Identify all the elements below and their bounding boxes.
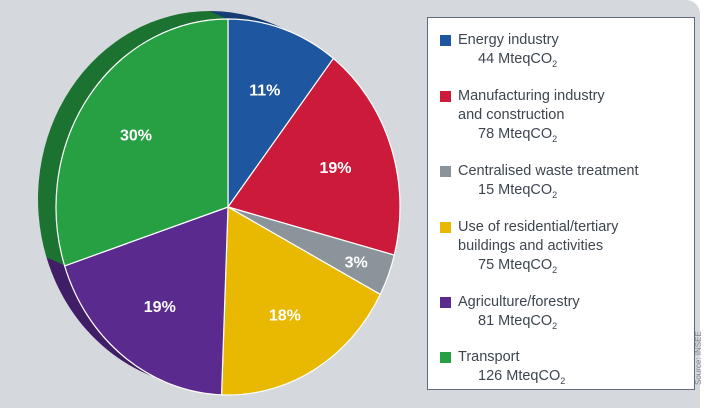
legend-value: 15 MteqCO2 (478, 181, 558, 200)
legend: Energy industry 44 MteqCO2 Manufacturing i… (427, 17, 695, 390)
legend-value: 44 MteqCO2 (478, 51, 558, 69)
pie-slice-1 (227, 18, 335, 209)
legend-label: Agriculture/forestry (458, 293, 580, 310)
legend-swatch (440, 35, 451, 46)
legend-label: Use of residential/tertiary buildings an… (458, 218, 619, 254)
legend-text: Agriculture/forestry 81 MteqCO2 (458, 293, 580, 336)
legend-swatch (440, 165, 451, 177)
legend-value: 81 MteqCO2 (478, 312, 558, 331)
source-note: Source: INSEE (694, 331, 703, 385)
legend-swatch (440, 352, 451, 364)
pie-percent-label-6: 30% (120, 127, 152, 144)
legend-item-4: Use of residential/tertiary buildings an… (440, 218, 682, 280)
legend-value: 126 MteqCO2 (478, 368, 566, 387)
pie-slice-2 (227, 57, 401, 256)
pie-slice-6 (55, 18, 229, 267)
legend-swatch (440, 221, 451, 233)
legend-swatch (440, 90, 451, 102)
legend-text: Transport 126 MteqCO2 (458, 348, 565, 391)
pie-slice-4 (220, 205, 382, 396)
legend-item-2: Manufacturing industry and construction 7… (440, 87, 682, 149)
legend-text: Centralised waste treatment 15 MteqCO2 (458, 162, 639, 205)
legend-text: Manufacturing industry and construction 7… (458, 87, 605, 149)
legend-item-1: Energy industry 44 MteqCO2 (440, 31, 682, 74)
pie-percent-label-4: 18% (269, 307, 301, 324)
legend-item-6: Transport 126 MteqCO2 (440, 348, 682, 391)
legend-label: Energy industry (458, 32, 559, 48)
pie-percent-label-3: 3% (345, 255, 368, 272)
pie-percent-label-2: 19% (319, 160, 351, 177)
legend-label: Transport (458, 349, 520, 366)
legend-swatch (440, 296, 451, 308)
legend-value: 75 MteqCO2 (478, 256, 558, 275)
legend-item-5: Agriculture/forestry 81 MteqCO2 (440, 293, 682, 336)
pie-slice-5 (63, 206, 229, 396)
legend-label: Manufacturing industry and construction (458, 87, 605, 123)
legend-text: Energy industry 44 MteqCO2 (458, 31, 559, 74)
legend-value: 78 MteqCO2 (478, 125, 558, 144)
legend-label: Centralised waste treatment (458, 162, 639, 179)
legend-item-3: Centralised waste treatment 15 MteqCO2 (440, 162, 682, 205)
pie-percent-label-1: 11% (249, 83, 280, 100)
legend-text: Use of residential/tertiary buildings an… (458, 218, 618, 280)
pie-percent-label-5: 19% (144, 299, 176, 316)
